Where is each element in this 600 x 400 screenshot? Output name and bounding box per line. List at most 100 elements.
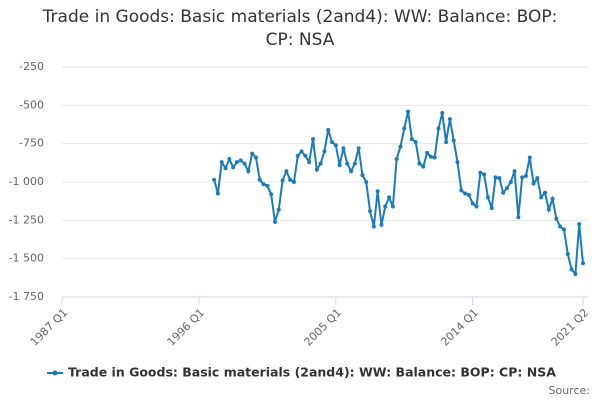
data-point bbox=[375, 189, 380, 194]
data-point bbox=[383, 204, 388, 209]
data-point bbox=[261, 182, 266, 187]
data-point bbox=[489, 206, 494, 211]
data-point bbox=[440, 111, 445, 115]
data-point bbox=[539, 195, 544, 200]
data-point bbox=[341, 146, 346, 151]
data-point bbox=[523, 173, 528, 178]
data-point bbox=[432, 155, 437, 160]
data-point bbox=[371, 224, 376, 229]
data-point bbox=[520, 175, 525, 180]
data-point bbox=[231, 165, 236, 170]
data-point bbox=[272, 219, 277, 224]
data-point bbox=[318, 161, 323, 166]
data-point bbox=[425, 150, 430, 155]
data-point bbox=[356, 146, 361, 151]
data-point bbox=[542, 190, 547, 195]
data-point bbox=[246, 169, 251, 174]
data-point bbox=[337, 163, 342, 168]
data-point bbox=[212, 177, 217, 182]
data-point bbox=[364, 180, 369, 184]
data-point bbox=[421, 164, 426, 169]
data-point bbox=[409, 137, 414, 142]
data-point bbox=[379, 222, 384, 227]
data-point bbox=[250, 151, 255, 156]
data-point bbox=[527, 155, 532, 160]
data-point bbox=[390, 204, 395, 209]
data-point bbox=[573, 272, 578, 276]
data-point bbox=[242, 161, 247, 166]
data-point bbox=[470, 201, 475, 206]
data-point bbox=[303, 153, 308, 158]
data-point bbox=[269, 192, 274, 197]
data-point bbox=[501, 190, 506, 195]
x-tick-label: 2014 Q1 bbox=[438, 306, 481, 349]
data-point bbox=[504, 186, 509, 191]
data-point bbox=[444, 140, 449, 145]
data-point bbox=[352, 161, 357, 166]
data-point bbox=[569, 267, 574, 272]
data-point bbox=[227, 157, 232, 161]
data-point bbox=[535, 176, 540, 181]
data-point bbox=[330, 140, 335, 145]
data-point bbox=[398, 144, 403, 149]
y-tick-label: -1 750 bbox=[9, 290, 44, 303]
y-tick-label: -1 250 bbox=[9, 213, 44, 226]
data-point bbox=[280, 178, 285, 183]
data-point bbox=[394, 157, 399, 161]
y-tick-label: -250 bbox=[19, 60, 44, 73]
data-point bbox=[478, 170, 483, 175]
data-point bbox=[554, 216, 559, 221]
data-point bbox=[428, 154, 433, 159]
y-tick-label: -1 000 bbox=[9, 175, 44, 188]
data-point bbox=[234, 160, 239, 165]
data-point bbox=[493, 175, 498, 180]
data-point bbox=[463, 191, 468, 196]
x-tick-label: 2005 Q1 bbox=[302, 306, 345, 349]
x-tick-label: 2021 Q2 bbox=[549, 306, 592, 349]
data-point bbox=[295, 153, 300, 158]
data-point bbox=[466, 193, 471, 198]
data-point bbox=[455, 160, 460, 165]
data-point bbox=[387, 195, 392, 200]
data-point bbox=[451, 138, 456, 143]
data-point bbox=[436, 126, 441, 131]
data-point bbox=[558, 224, 563, 229]
source-label: Source: bbox=[549, 384, 591, 397]
data-point bbox=[516, 215, 521, 220]
legend-label: Trade in Goods: Basic materials (2and4):… bbox=[68, 365, 556, 380]
data-point bbox=[215, 191, 220, 196]
data-point bbox=[561, 227, 566, 232]
data-point bbox=[577, 222, 582, 227]
data-point bbox=[565, 252, 570, 257]
data-point bbox=[333, 143, 338, 148]
data-point bbox=[474, 204, 479, 209]
data-point bbox=[368, 209, 373, 214]
data-point bbox=[326, 127, 331, 132]
data-point bbox=[345, 161, 350, 166]
data-point bbox=[581, 261, 585, 266]
data-point bbox=[219, 160, 224, 165]
data-point bbox=[288, 177, 293, 182]
data-point bbox=[349, 169, 354, 174]
y-tick-label: -750 bbox=[19, 137, 44, 150]
data-point bbox=[485, 195, 490, 200]
data-point bbox=[531, 181, 536, 186]
data-point bbox=[512, 169, 517, 174]
data-point bbox=[508, 180, 513, 184]
data-point bbox=[402, 126, 407, 131]
data-point bbox=[447, 117, 452, 122]
data-point bbox=[299, 149, 304, 154]
data-point bbox=[546, 207, 551, 212]
y-tick-label: -500 bbox=[19, 98, 44, 111]
data-point bbox=[482, 172, 487, 177]
data-point bbox=[276, 207, 281, 212]
legend-symbol-dot bbox=[52, 370, 58, 376]
data-point bbox=[253, 155, 258, 160]
data-point bbox=[360, 173, 365, 178]
data-point bbox=[223, 166, 228, 171]
x-tick-label: 1996 Q1 bbox=[165, 306, 208, 349]
data-point bbox=[310, 137, 315, 142]
data-point bbox=[406, 109, 411, 114]
